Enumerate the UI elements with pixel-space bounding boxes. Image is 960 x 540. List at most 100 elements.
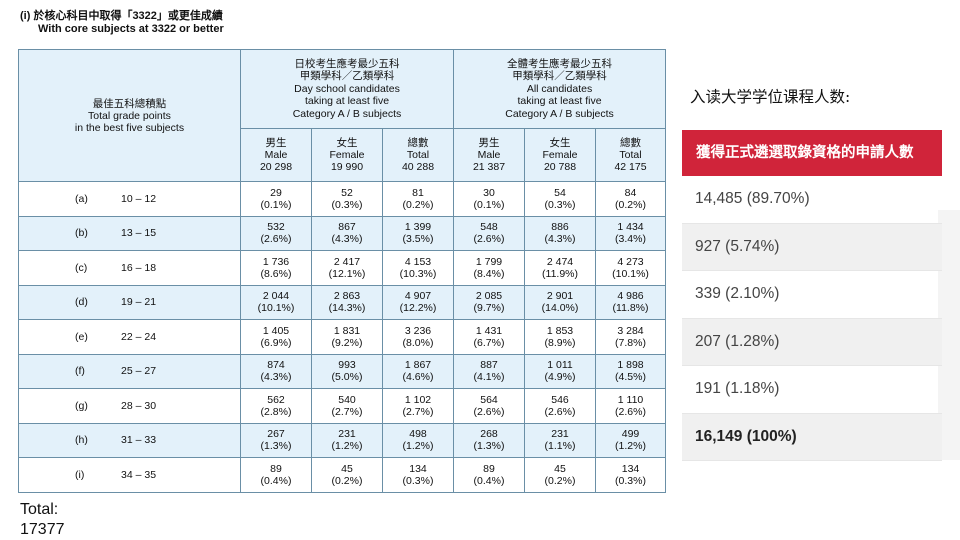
panel-shadow xyxy=(938,210,960,460)
cell-percent: (1.2%) xyxy=(402,440,434,453)
cell-count: 134 xyxy=(621,462,640,475)
cell-count: 52 xyxy=(341,186,353,199)
column-header-line: Total xyxy=(619,149,642,161)
table-cell: 89 (0.4%) xyxy=(240,457,312,493)
table-cell: 886 (4.3%) xyxy=(524,215,597,251)
cell-percent: (2.6%) xyxy=(473,233,505,246)
column-header-line: 20 788 xyxy=(543,161,577,173)
table-cell: 1 853 (8.9%) xyxy=(524,319,597,355)
row-label: (a) 10 – 12 xyxy=(18,181,241,217)
cell-percent: (4.5%) xyxy=(615,371,646,384)
applicants-row: 339 (2.10%) xyxy=(682,271,942,319)
group-day-line: taking at least five xyxy=(304,95,390,108)
table-cell: 1 434 (3.4%) xyxy=(595,215,667,251)
cell-percent: (0.2%) xyxy=(331,474,363,487)
cell-percent: (8.9%) xyxy=(544,336,576,349)
cell-percent: (0.3%) xyxy=(615,474,646,487)
cell-count: 4 986 xyxy=(617,290,644,303)
table-cell: 1 898 (4.5%) xyxy=(595,353,667,389)
column-header-line: 19 990 xyxy=(330,161,364,173)
cell-count: 4 907 xyxy=(404,290,432,303)
cell-count: 874 xyxy=(267,359,285,372)
table-cell: 2 085 (9.7%) xyxy=(453,284,526,320)
row-label: (i) 34 – 35 xyxy=(18,457,241,493)
cell-percent: (3.4%) xyxy=(615,233,646,246)
cell-count: 1 431 xyxy=(475,324,503,337)
cell-count: 548 xyxy=(480,221,498,234)
row-label: (h) 31 – 33 xyxy=(18,422,241,458)
row-label: (g) 28 – 30 xyxy=(18,388,241,424)
cell-count: 2 863 xyxy=(333,290,361,303)
cell-count: 4 153 xyxy=(404,255,432,268)
table-cell: 3 284 (7.8%) xyxy=(595,319,667,355)
table-cell: 3 236 (8.0%) xyxy=(381,319,455,355)
cell-count: 45 xyxy=(341,462,353,475)
cell-count: 3 284 xyxy=(617,324,644,337)
cell-count: 2 474 xyxy=(546,255,574,268)
table-cell: 532 (2.6%) xyxy=(240,215,312,251)
row-code: (f) xyxy=(75,365,85,378)
cell-count: 2 085 xyxy=(475,290,503,303)
cell-percent: (7.8%) xyxy=(615,336,646,349)
cell-count: 54 xyxy=(554,186,566,199)
cell-count: 84 xyxy=(624,186,637,199)
cell-percent: (10.1%) xyxy=(257,302,295,315)
cell-count: 2 417 xyxy=(333,255,361,268)
cell-percent: (8.6%) xyxy=(260,267,292,280)
column-header-line: 總數 xyxy=(407,137,429,149)
cell-count: 1 898 xyxy=(617,359,644,372)
cell-count: 867 xyxy=(338,221,356,234)
cell-percent: (0.3%) xyxy=(331,198,363,211)
row-range: 25 – 27 xyxy=(121,365,157,378)
row-range: 34 – 35 xyxy=(121,468,157,481)
cell-count: 2 044 xyxy=(262,290,290,303)
cell-count: 886 xyxy=(551,221,569,234)
cell-count: 267 xyxy=(267,428,285,441)
cell-percent: (2.6%) xyxy=(260,233,292,246)
column-header-line: Female xyxy=(542,149,578,161)
table-cell: 81 (0.2%) xyxy=(381,181,455,217)
cell-percent: (0.2%) xyxy=(544,474,576,487)
cell-percent: (6.7%) xyxy=(473,336,505,349)
cell-percent: (2.8%) xyxy=(260,405,292,418)
applicants-row: 207 (1.28%) xyxy=(682,318,942,366)
row-range: 19 – 21 xyxy=(121,296,157,309)
table-cell: 1 110 (2.6%) xyxy=(595,388,667,424)
table-cell: 2 901 (14.0%) xyxy=(524,284,597,320)
cell-count: 231 xyxy=(338,428,356,441)
cell-count: 3 236 xyxy=(404,324,432,337)
cell-count: 30 xyxy=(483,186,495,199)
table-cell: 1 011 (4.9%) xyxy=(524,353,597,389)
row-code: (h) xyxy=(75,434,88,447)
group-day-line: 甲類學科／乙類學科 xyxy=(299,70,395,83)
cell-percent: (0.1%) xyxy=(260,198,292,211)
applicants-row: 191 (1.18%) xyxy=(682,366,942,414)
column-header-line: Male xyxy=(477,149,501,161)
row-code: (d) xyxy=(75,296,88,309)
cell-percent: (0.4%) xyxy=(473,474,505,487)
table-cell: 498 (1.2%) xyxy=(381,422,455,458)
cell-count: 1 736 xyxy=(262,255,290,268)
table-row: (b) 13 – 15 532 (2.6%) 867 (4.3%) 1 399 (3.5%) 5… xyxy=(18,215,667,251)
cell-count: 1 867 xyxy=(404,359,432,372)
row-range: 28 – 30 xyxy=(121,399,157,412)
cell-percent: (8.4%) xyxy=(473,267,505,280)
cell-percent: (0.3%) xyxy=(544,198,576,211)
table-cell: 2 474 (11.9%) xyxy=(524,250,597,286)
column-header-line: 女生 xyxy=(336,137,358,149)
table-cell: 29 (0.1%) xyxy=(240,181,312,217)
column-header-line: 男生 xyxy=(265,137,287,149)
group-all-line: 全體考生應考最少五科 xyxy=(507,57,613,70)
total-value: 17377 xyxy=(20,521,65,538)
cell-count: 89 xyxy=(270,462,282,475)
row-label: (c) 16 – 18 xyxy=(18,250,241,286)
cell-count: 562 xyxy=(267,393,285,406)
table-cell: 30 (0.1%) xyxy=(453,181,526,217)
cell-count: 1 102 xyxy=(404,393,432,406)
table-cell: 4 907 (12.2%) xyxy=(381,284,455,320)
table-cell: 267 (1.3%) xyxy=(240,422,312,458)
column-header-line: Total xyxy=(406,149,430,161)
group-day-line: Category A / B subjects xyxy=(292,107,402,120)
table-cell: 540 (2.7%) xyxy=(311,388,383,424)
cell-count: 1 011 xyxy=(547,359,573,372)
